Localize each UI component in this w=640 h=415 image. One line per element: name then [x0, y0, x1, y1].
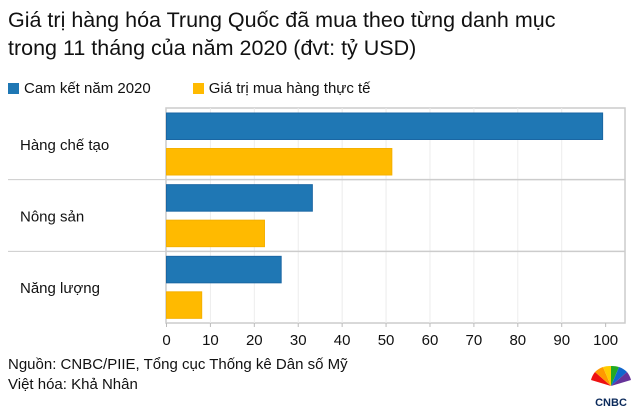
legend-label-actual: Giá trị mua hàng thực tế: [208, 80, 371, 97]
x-tick-label: 70: [466, 332, 483, 349]
x-tick-label: 30: [290, 332, 307, 349]
category-label: Năng lượng: [20, 280, 100, 297]
x-tick-label: 60: [422, 332, 439, 349]
legend-swatch-actual: [192, 83, 204, 94]
peacock-icon: CNBC: [591, 365, 631, 409]
x-tick-label: 90: [553, 332, 570, 349]
source-note: Nguồn: CNBC/PIIE, Tổng cục Thống kê Dân …: [8, 356, 348, 373]
translator-note: Việt hóa: Khả Nhân: [8, 376, 138, 393]
cnbc-logo: CNBC: [588, 346, 634, 412]
bar-commitment: [166, 112, 604, 140]
x-tick-label: 0: [162, 332, 170, 349]
category-label: Nông sản: [20, 209, 84, 226]
x-tick-label: 80: [509, 332, 526, 349]
title-line-1: Giá trị hàng hóa Trung Quốc đã mua theo …: [8, 8, 556, 32]
x-tick-label: 100: [593, 332, 618, 349]
category-label: Hàng chế tạo: [20, 137, 109, 154]
bar-actual: [166, 219, 265, 248]
plot-frame: [165, 107, 626, 324]
title-line-2: trong 11 tháng của năm 2020 (đvt: tỷ USD…: [8, 36, 417, 60]
x-tick-label: 50: [378, 332, 395, 349]
x-tick-label: 40: [334, 332, 351, 349]
legend: Cam kết năm 2020 Giá trị mua hàng thực t…: [8, 80, 371, 97]
x-tick-label: 20: [246, 332, 263, 349]
bar-commitment: [166, 184, 313, 212]
bar-actual: [166, 291, 203, 319]
bar-actual: [166, 148, 393, 176]
svg-text:CNBC: CNBC: [595, 397, 627, 409]
legend-label-commitment: Cam kết năm 2020: [24, 80, 151, 97]
x-tick-label: 10: [202, 332, 219, 349]
legend-swatch-commitment: [8, 83, 19, 94]
chart-title: Giá trị hàng hóa Trung Quốc đã mua theo …: [8, 6, 555, 62]
bar-commitment: [166, 255, 282, 284]
